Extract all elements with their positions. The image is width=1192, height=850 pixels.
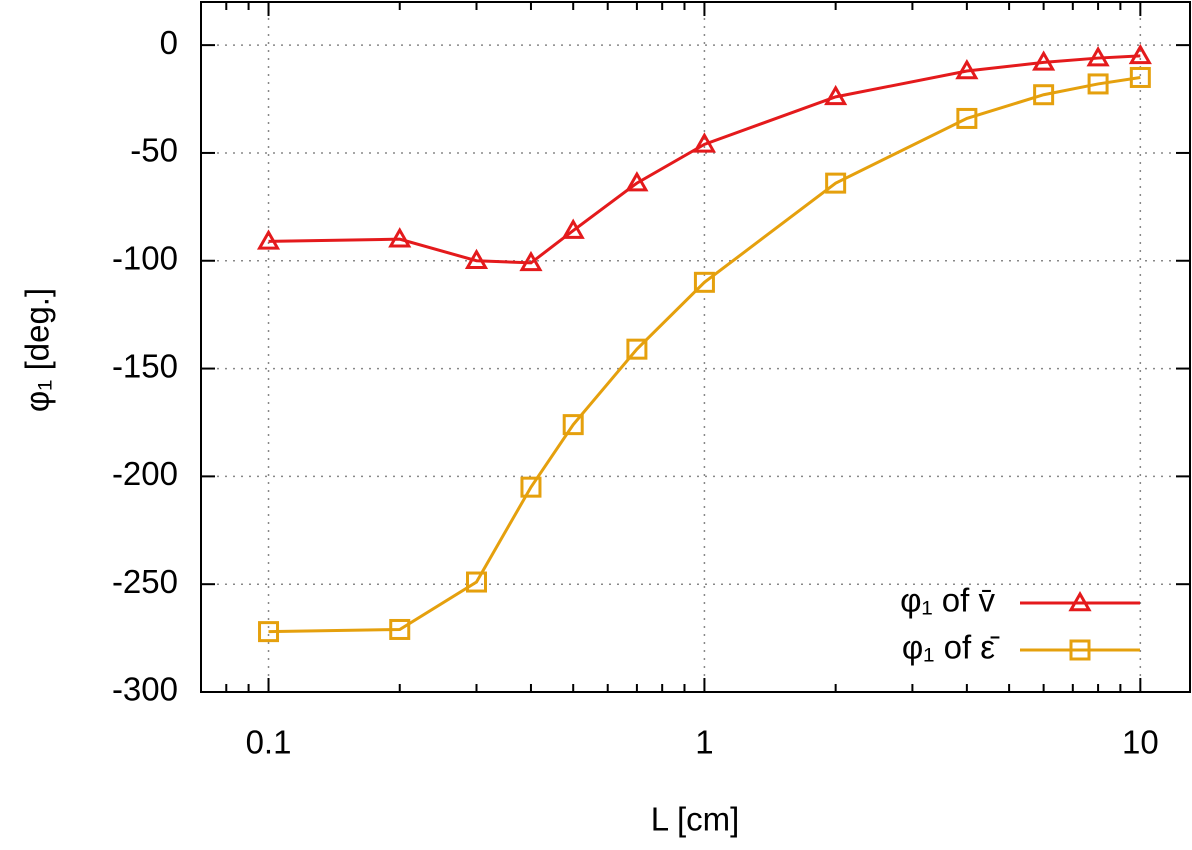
marker xyxy=(956,107,978,129)
marker xyxy=(256,229,281,250)
marker xyxy=(1032,50,1056,71)
marker xyxy=(1033,84,1055,106)
plot-frame xyxy=(200,1,1191,693)
legend-label: φ₁ of ε̄ xyxy=(902,629,1000,666)
y-axis-label: φ₁ [deg.] xyxy=(19,288,56,412)
y-tick-label: -200 xyxy=(112,455,178,492)
marker xyxy=(692,132,717,153)
marker xyxy=(825,172,847,194)
marker xyxy=(625,171,649,192)
marker xyxy=(1129,66,1151,88)
marker xyxy=(258,621,280,643)
marker xyxy=(466,571,488,593)
series-line xyxy=(268,54,1141,265)
marker xyxy=(1128,43,1152,65)
marker xyxy=(562,414,584,436)
x-tick-label: 1 xyxy=(695,724,713,761)
x-tick-label: 10 xyxy=(1122,724,1159,761)
marker xyxy=(389,618,411,640)
marker xyxy=(388,227,412,248)
y-tick-label: -250 xyxy=(112,563,178,600)
legend-label: φ₁ of v̄ xyxy=(900,582,995,619)
marker xyxy=(824,84,848,106)
y-tick-label: 0 xyxy=(160,24,178,61)
marker xyxy=(1086,46,1110,67)
marker xyxy=(693,271,715,293)
marker xyxy=(519,250,543,272)
marker xyxy=(464,248,489,269)
marker xyxy=(561,218,585,239)
marker xyxy=(520,476,542,498)
marker xyxy=(1087,73,1109,95)
y-tick-label: -100 xyxy=(112,239,178,276)
x-tick-label: 0.1 xyxy=(246,724,292,761)
y-tick-label: -300 xyxy=(112,671,178,708)
y-tick-label: -50 xyxy=(130,132,178,169)
legend-marker xyxy=(1069,639,1091,661)
x-axis-label: L [cm] xyxy=(651,801,740,838)
marker xyxy=(626,338,648,360)
marker xyxy=(955,58,979,80)
legend-marker xyxy=(1068,590,1092,612)
y-tick-label: -150 xyxy=(112,347,178,384)
